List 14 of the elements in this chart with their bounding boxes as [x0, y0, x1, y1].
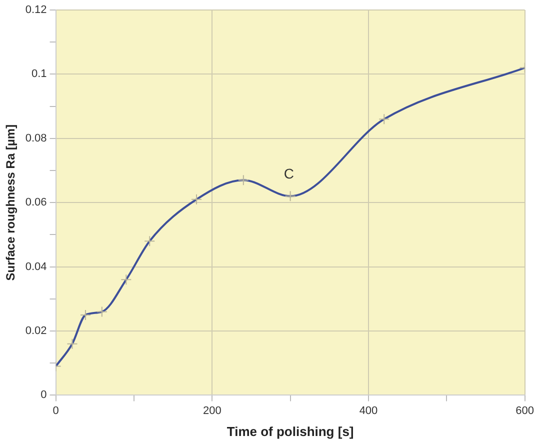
annotation: C: [284, 165, 294, 182]
y-tick-label: 0.06: [25, 196, 47, 209]
y-tick-label: 0.12: [25, 4, 47, 16]
y-tick-label: 0: [40, 389, 47, 402]
y-axis-title: Surface roughness Ra [µm]: [4, 124, 18, 281]
y-tick-label: 0.04: [25, 260, 47, 273]
y-tick-label: 0.02: [25, 325, 47, 338]
y-tick-label: 0.1: [32, 68, 47, 80]
y-tick-label: 0.08: [25, 132, 47, 144]
x-axis-title: Time of polishing [s]: [226, 424, 354, 439]
x-tick-label: 400: [359, 404, 378, 417]
x-tick-label: 200: [202, 404, 222, 417]
x-tick-label: 0: [52, 404, 59, 417]
x-tick-label: 600: [516, 404, 534, 417]
